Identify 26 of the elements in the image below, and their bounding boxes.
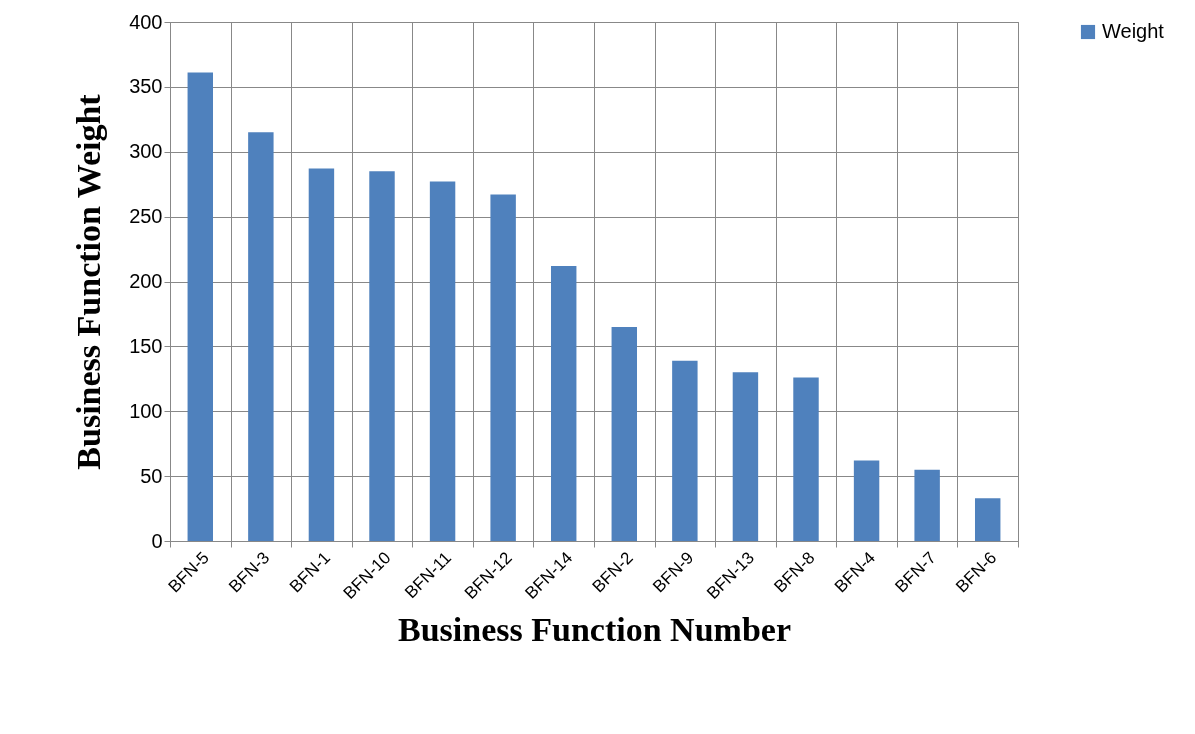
y-tick-label: 400 bbox=[129, 10, 163, 33]
y-tick-label: 100 bbox=[129, 399, 163, 422]
y-tick-label: 250 bbox=[129, 205, 163, 228]
bar bbox=[248, 132, 274, 541]
bar bbox=[974, 498, 1001, 541]
bar bbox=[369, 171, 395, 541]
bar bbox=[490, 194, 516, 541]
y-axis-title: Business Function Weight bbox=[70, 93, 108, 470]
y-tick-label: 0 bbox=[151, 529, 163, 552]
bar bbox=[611, 326, 638, 541]
y-tick-label: 150 bbox=[129, 334, 163, 357]
bar bbox=[429, 181, 456, 541]
legend-label: Weight bbox=[1102, 20, 1165, 42]
bar bbox=[793, 377, 819, 541]
bar bbox=[672, 360, 698, 541]
bar bbox=[187, 72, 214, 541]
bar bbox=[550, 265, 577, 541]
bar bbox=[308, 168, 335, 541]
y-tick-label: 200 bbox=[129, 270, 163, 292]
y-tick-label: 50 bbox=[140, 464, 163, 487]
bar bbox=[914, 469, 940, 541]
x-axis-title: Business Function Number bbox=[398, 611, 791, 649]
bar bbox=[853, 460, 880, 541]
y-tick-label: 300 bbox=[129, 140, 163, 163]
bar bbox=[732, 372, 759, 541]
y-tick-label: 350 bbox=[129, 75, 163, 98]
